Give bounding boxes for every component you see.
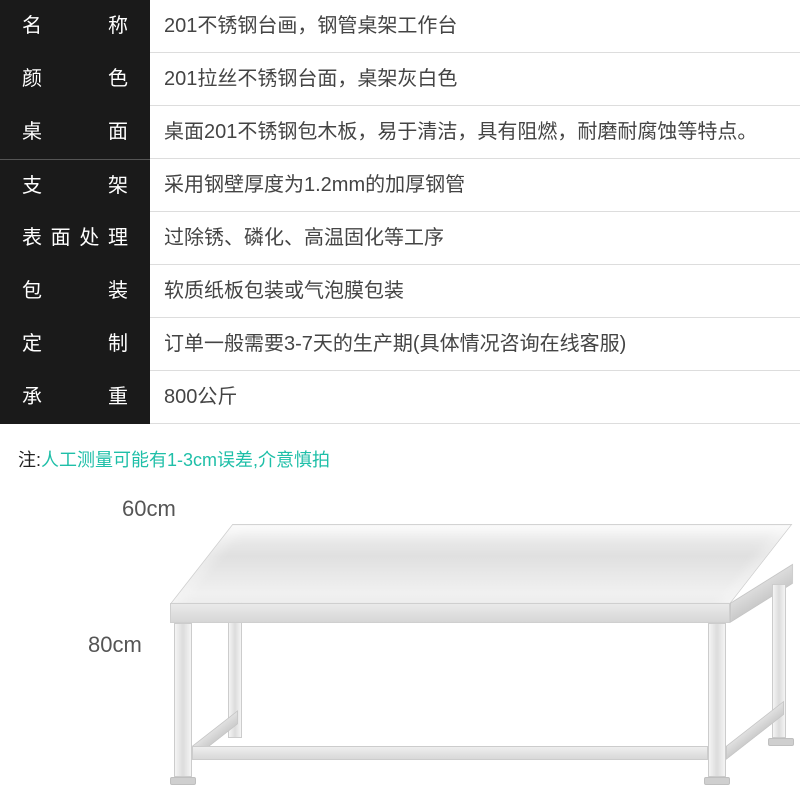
dimension-depth: 60cm <box>122 496 176 522</box>
table-leg <box>174 623 192 777</box>
spec-label: 包 装 <box>0 265 150 318</box>
spec-value: 采用钢壁厚度为1.2mm的加厚钢管 <box>150 159 800 212</box>
table-leg <box>708 623 726 777</box>
spec-value: 800公斤 <box>150 371 800 424</box>
table-stretcher <box>192 746 708 760</box>
spec-value: 201不锈钢台画，钢管桌架工作台 <box>150 0 800 53</box>
note-text: 人工测量可能有1-3cm误差,介意慎拍 <box>41 450 330 470</box>
spec-label: 颜 色 <box>0 53 150 106</box>
dimension-height: 80cm <box>88 632 142 658</box>
spec-value: 软质纸板包装或气泡膜包装 <box>150 265 800 318</box>
note-label: 注: <box>18 450 41 470</box>
spec-label: 名 称 <box>0 0 150 53</box>
spec-label: 定 制 <box>0 318 150 371</box>
spec-label: 表面处理 <box>0 212 150 265</box>
spec-row: 表面处理过除锈、磷化、高温固化等工序 <box>0 212 800 265</box>
spec-label: 承 重 <box>0 371 150 424</box>
table-apron-front <box>170 603 730 623</box>
spec-value: 过除锈、磷化、高温固化等工序 <box>150 212 800 265</box>
table-foot <box>170 777 196 785</box>
spec-row: 颜 色201拉丝不锈钢台面，桌架灰白色 <box>0 53 800 106</box>
measurement-note: 注:人工测量可能有1-3cm误差,介意慎拍 <box>18 446 782 472</box>
spec-row: 桌 面桌面201不锈钢包木板，易于清洁，具有阻燃，耐磨耐腐蚀等特点。 <box>0 106 800 159</box>
spec-label: 桌 面 <box>0 106 150 159</box>
table-foot <box>768 738 794 746</box>
spec-row: 承 重800公斤 <box>0 371 800 424</box>
spec-row: 名 称201不锈钢台画，钢管桌架工作台 <box>0 0 800 53</box>
spec-label: 支 架 <box>0 159 150 212</box>
table-foot <box>704 777 730 785</box>
spec-table: 名 称201不锈钢台画，钢管桌架工作台颜 色201拉丝不锈钢台面，桌架灰白色桌 … <box>0 0 800 424</box>
table-top <box>170 524 793 604</box>
spec-row: 包 装软质纸板包装或气泡膜包装 <box>0 265 800 318</box>
spec-row: 支 架采用钢壁厚度为1.2mm的加厚钢管 <box>0 159 800 212</box>
spec-value: 订单一般需要3-7天的生产期(具体情况咨询在线客服) <box>150 318 800 371</box>
spec-value: 201拉丝不锈钢台面，桌架灰白色 <box>150 53 800 106</box>
spec-row: 定 制订单一般需要3-7天的生产期(具体情况咨询在线客服) <box>0 318 800 371</box>
table-diagram: 60cm 80cm <box>60 482 780 792</box>
table-illustration <box>170 524 730 774</box>
spec-value: 桌面201不锈钢包木板，易于清洁，具有阻燃，耐磨耐腐蚀等特点。 <box>150 106 800 159</box>
